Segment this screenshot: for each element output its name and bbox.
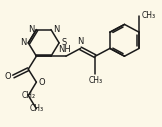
Text: CH₃: CH₃ xyxy=(141,11,156,20)
Text: CH₃: CH₃ xyxy=(29,104,43,113)
Text: O: O xyxy=(4,72,11,81)
Text: CH₃: CH₃ xyxy=(88,76,102,85)
Text: N: N xyxy=(20,38,26,47)
Text: CH₂: CH₂ xyxy=(21,91,35,100)
Text: NH: NH xyxy=(58,45,71,54)
Text: N: N xyxy=(77,37,84,46)
Text: O: O xyxy=(39,78,45,87)
Text: N: N xyxy=(53,25,60,34)
Text: N: N xyxy=(28,25,34,34)
Text: S: S xyxy=(61,38,67,47)
